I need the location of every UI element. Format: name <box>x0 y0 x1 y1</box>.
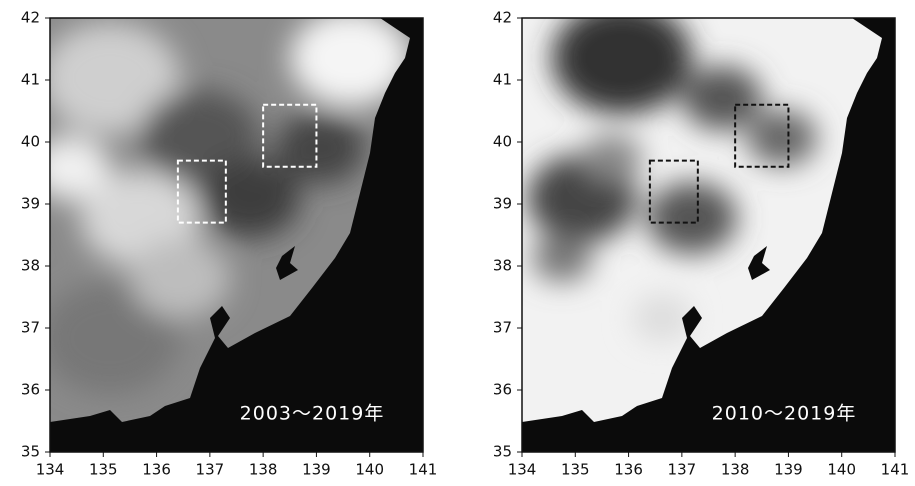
x-tick-label: 135 <box>561 461 590 479</box>
x-tick-label: 134 <box>36 461 65 479</box>
x-tick-label: 139 <box>774 461 803 479</box>
y-tick-label: 37 <box>493 319 512 337</box>
sea-patch <box>682 66 762 130</box>
x-tick-label: 140 <box>827 461 856 479</box>
sea-patch <box>130 238 230 318</box>
figure: 134 135 136 137 138 139 140 141 35 36 37 38 39 40 41 42… <box>0 0 915 486</box>
sea-patch <box>275 112 365 184</box>
x-tick-label: 140 <box>355 461 384 479</box>
x-tick-label: 135 <box>89 461 118 479</box>
x-tick-label: 138 <box>249 461 278 479</box>
sea-patch <box>532 234 592 282</box>
sea-patch <box>747 110 817 166</box>
x-tick-label: 138 <box>721 461 750 479</box>
y-tick-label: 42 <box>21 9 40 27</box>
y-tick-label: 41 <box>21 71 40 89</box>
y-tick-label: 40 <box>21 133 40 151</box>
x-tick-label: 134 <box>508 461 537 479</box>
y-tick-label: 35 <box>21 443 40 461</box>
x-tick-label: 137 <box>668 461 697 479</box>
y-tick-label: 40 <box>493 133 512 151</box>
y-tick-label: 38 <box>21 257 40 275</box>
y-tick-label: 37 <box>21 319 40 337</box>
y-tick-label: 41 <box>493 71 512 89</box>
x-tick-label: 141 <box>881 461 910 479</box>
y-tick-label: 38 <box>493 257 512 275</box>
sea-patch <box>552 2 692 114</box>
y-tick-label: 39 <box>493 195 512 213</box>
x-tick-label: 136 <box>142 461 171 479</box>
y-tick-label: 36 <box>21 381 40 399</box>
sea-patch <box>647 182 737 254</box>
map-panel: 134 135 136 137 138 139 140 141 35 36 37 38 39 40 41 42… <box>21 9 437 479</box>
map-panel: 134 135 136 137 138 139 140 141 35 36 37 38 39 40 41 42… <box>493 2 909 479</box>
sea-patch <box>582 134 642 182</box>
period-label: 2003～2019年 <box>240 403 385 425</box>
y-tick-label: 35 <box>493 443 512 461</box>
y-tick-label: 36 <box>493 381 512 399</box>
sea-patch <box>30 136 110 200</box>
x-tick-label: 141 <box>409 461 438 479</box>
x-tick-label: 137 <box>196 461 225 479</box>
map-image <box>522 2 895 452</box>
y-tick-label: 42 <box>493 9 512 27</box>
period-label: 2010～2019年 <box>712 403 857 425</box>
map-image <box>30 10 423 452</box>
x-tick-label: 139 <box>302 461 331 479</box>
x-tick-label: 136 <box>614 461 643 479</box>
y-tick-label: 39 <box>21 195 40 213</box>
